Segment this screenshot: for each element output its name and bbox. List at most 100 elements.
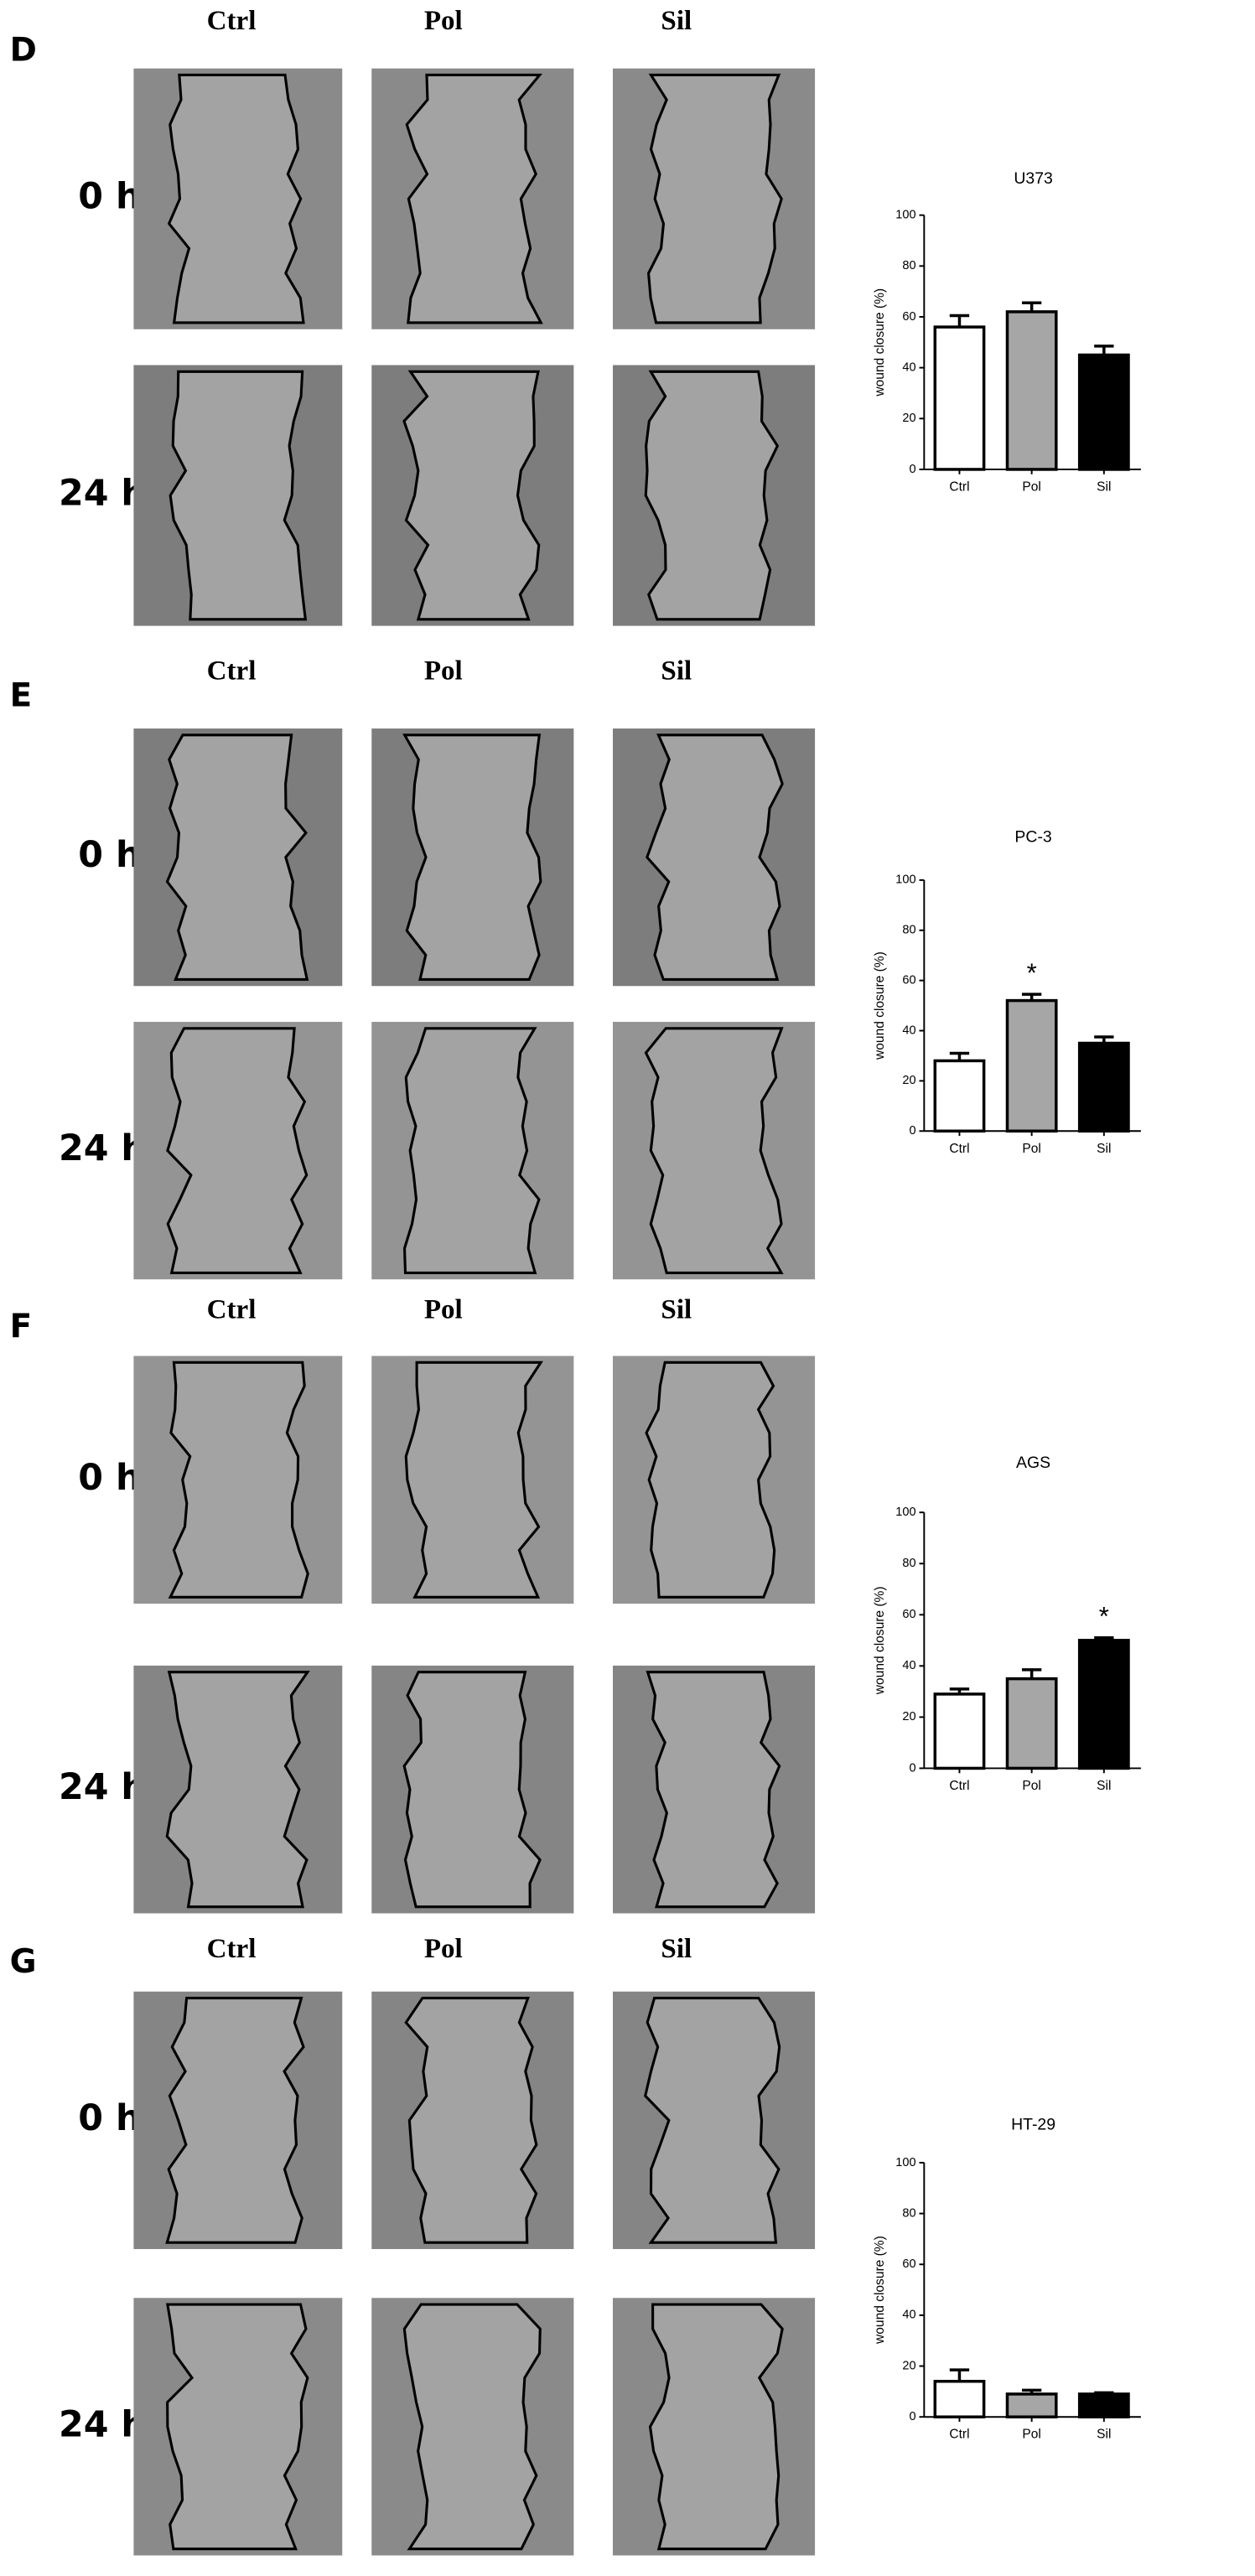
column-header: Pol <box>424 6 463 36</box>
wound-outline <box>166 2303 309 2551</box>
bar <box>933 325 986 471</box>
bar <box>933 1692 986 1770</box>
y-tick-label: 40 <box>902 1024 915 1037</box>
x-tick-label: Pol <box>1022 1779 1040 1793</box>
bar <box>1005 998 1058 1133</box>
significance-mark: * <box>1099 1602 1109 1631</box>
y-tick-label: 100 <box>895 873 915 887</box>
x-tick-label: Ctrl <box>949 1142 969 1156</box>
x-tick-label: Sil <box>1097 1779 1111 1793</box>
wound-outline <box>166 1027 309 1274</box>
wound-outline <box>165 1997 305 2244</box>
row-label: 24 h <box>59 1766 147 1808</box>
x-tick-label: Pol <box>1022 1142 1040 1156</box>
wound-outline <box>165 733 309 982</box>
y-axis-label: wound closure (%) <box>873 951 887 1060</box>
bar <box>1005 1677 1058 1770</box>
y-tick-label: 40 <box>902 2309 915 2322</box>
row-label: 0 h <box>78 1457 141 1499</box>
x-tick-label: Pol <box>1022 2428 1040 2442</box>
y-tick-label: 100 <box>895 2156 915 2169</box>
y-axis-label: wound closure (%) <box>873 2236 887 2345</box>
x-tick-label: Sil <box>1097 479 1111 494</box>
bar <box>933 1059 986 1133</box>
wound-outline <box>648 2303 784 2551</box>
wound-outline <box>646 733 784 982</box>
x-tick-label: Sil <box>1097 1142 1111 1156</box>
column-header: Sil <box>661 656 692 687</box>
wound-outline <box>402 1671 542 1909</box>
x-tick-label: Pol <box>1022 479 1040 494</box>
row-label: 24 h <box>59 2403 147 2445</box>
column-header: Sil <box>661 1934 692 1964</box>
wound-outline <box>404 1997 538 2244</box>
wound-outline <box>646 1671 781 1909</box>
wound-outline <box>644 370 780 621</box>
y-tick-label: 80 <box>902 2206 915 2220</box>
panel-letter: D <box>10 32 37 70</box>
row-label: 0 h <box>78 176 141 218</box>
significance-mark: * <box>1027 958 1037 987</box>
y-axis-label: wound closure (%) <box>873 1586 887 1695</box>
bar <box>1005 310 1058 471</box>
bar <box>933 2380 986 2418</box>
y-tick-label: 20 <box>902 2359 915 2372</box>
y-axis-label: wound closure (%) <box>873 288 887 397</box>
panel-letter: F <box>10 1308 33 1345</box>
x-tick-label: Ctrl <box>949 2428 969 2442</box>
y-tick-label: 100 <box>895 209 915 222</box>
column-header: Ctrl <box>207 6 257 36</box>
chart-title: PC-3 <box>1014 827 1051 846</box>
y-tick-label: 60 <box>902 2257 915 2271</box>
chart-title: AGS <box>1016 1454 1050 1472</box>
wound-outline <box>644 1027 784 1274</box>
wound-outline <box>402 370 541 621</box>
column-header: Ctrl <box>207 1295 257 1325</box>
row-label: 0 h <box>78 2097 141 2139</box>
bar <box>1077 1041 1130 1133</box>
row-label: 0 h <box>78 834 141 876</box>
x-tick-label: Sil <box>1097 2428 1111 2442</box>
y-tick-label: 100 <box>895 1506 915 1519</box>
column-header: Ctrl <box>207 1934 257 1964</box>
wound-outline <box>646 73 783 324</box>
wound-outline <box>402 1027 541 1274</box>
chart-title: HT-29 <box>1011 2115 1055 2133</box>
y-tick-label: 60 <box>902 973 915 987</box>
x-tick-label: Ctrl <box>949 479 969 494</box>
column-header: Ctrl <box>207 656 257 687</box>
bar <box>1005 2392 1058 2418</box>
wound-outline <box>167 73 305 324</box>
wound-outline <box>643 1997 781 2244</box>
y-tick-label: 0 <box>910 1124 916 1138</box>
y-tick-label: 80 <box>902 1557 915 1570</box>
wound-outline <box>402 2303 542 2551</box>
panel-letter: E <box>10 677 33 715</box>
y-tick-label: 60 <box>902 310 915 324</box>
column-header: Sil <box>661 6 692 36</box>
y-tick-label: 40 <box>902 360 915 374</box>
bar <box>1077 2392 1130 2418</box>
y-tick-label: 80 <box>902 924 915 937</box>
panel-letter: G <box>10 1943 37 1981</box>
y-tick-label: 0 <box>910 463 916 476</box>
y-tick-label: 60 <box>902 1608 915 1621</box>
wound-outline <box>169 370 308 621</box>
y-tick-label: 40 <box>902 1659 915 1672</box>
wound-outline <box>402 733 542 982</box>
y-tick-label: 0 <box>910 1761 916 1775</box>
column-header: Pol <box>424 656 463 687</box>
row-label: 24 h <box>59 473 147 515</box>
wound-outline <box>645 1361 776 1599</box>
column-header: Sil <box>661 1295 692 1325</box>
x-tick-label: Ctrl <box>949 1779 969 1793</box>
column-header: Pol <box>424 1295 463 1325</box>
bar <box>1077 1639 1130 1770</box>
y-tick-label: 20 <box>902 1710 915 1723</box>
y-tick-label: 80 <box>902 259 915 272</box>
row-label: 24 h <box>59 1127 147 1169</box>
y-tick-label: 20 <box>902 412 915 425</box>
wound-outline <box>404 1361 543 1599</box>
